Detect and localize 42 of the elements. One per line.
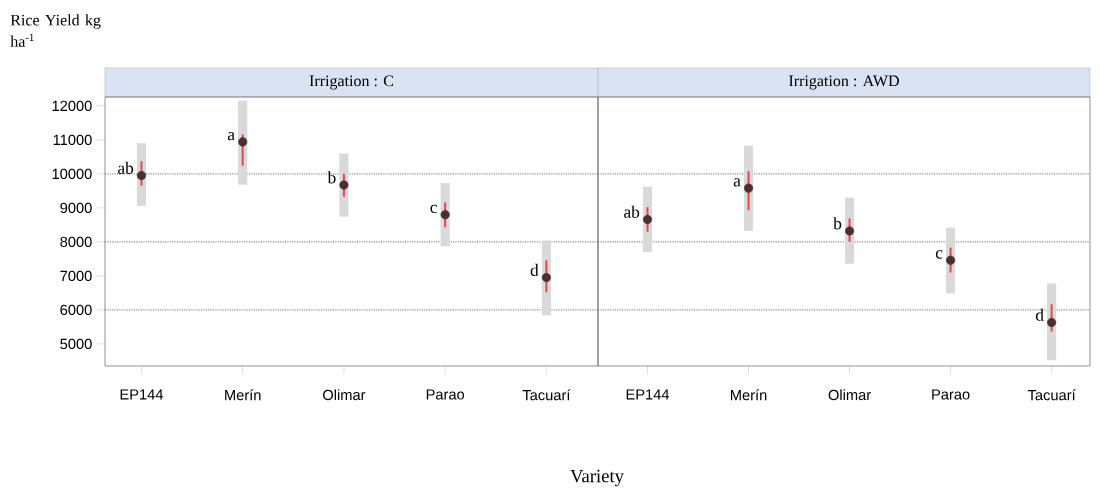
y-tick-label: 6000 — [60, 304, 92, 316]
data-label: a — [227, 131, 235, 141]
point — [642, 214, 653, 224]
y-tick-label: 11000 — [53, 134, 92, 146]
x-tick-label: Parao — [932, 389, 970, 400]
data-label: c — [430, 204, 437, 214]
point — [440, 210, 450, 220]
data-label: c — [935, 250, 943, 259]
point — [845, 226, 855, 236]
point — [238, 137, 248, 147]
y-tick-label: 9000 — [60, 202, 92, 214]
x-tick-label: Merín — [225, 389, 261, 401]
chart-title: Irrigation : AWD — [789, 75, 899, 90]
data-label: ab — [118, 161, 134, 174]
y-axis-title: Rice Yield kg ha$^{-1}$ — [10, 14, 101, 47]
data-label: d — [1035, 308, 1044, 321]
x-tick-label: EP144 — [120, 389, 164, 400]
point — [136, 171, 146, 181]
x-tick-label: Tacuarí — [522, 389, 571, 401]
x-tick-label: Tacuarí — [1027, 389, 1076, 401]
x-tick-label: Olimar — [828, 389, 871, 401]
x-tick-label: EP144 — [626, 389, 670, 400]
y-tick-label: 5000 — [60, 338, 92, 350]
point — [1047, 317, 1057, 327]
x-tick-label: Parao — [426, 389, 465, 400]
data-label: ab — [624, 205, 640, 218]
y-tick-label: 8000 — [60, 236, 92, 248]
data-label: b — [327, 171, 336, 184]
chart-title: Irrigation : C — [309, 75, 394, 90]
point — [946, 255, 956, 265]
x-axis-title: Variety — [570, 469, 624, 487]
y-tick-label: 10000 — [52, 168, 92, 180]
point — [339, 180, 349, 190]
y-tick-label: 7000 — [60, 270, 92, 282]
point — [541, 273, 551, 283]
data-label: d — [530, 263, 539, 276]
y-tick-label: 12000 — [52, 100, 92, 112]
x-tick-label: Merín — [731, 389, 767, 401]
data-label: b — [833, 217, 842, 230]
x-tick-label: Olimar — [323, 389, 366, 401]
point — [744, 183, 754, 193]
data-label: a — [733, 178, 741, 187]
